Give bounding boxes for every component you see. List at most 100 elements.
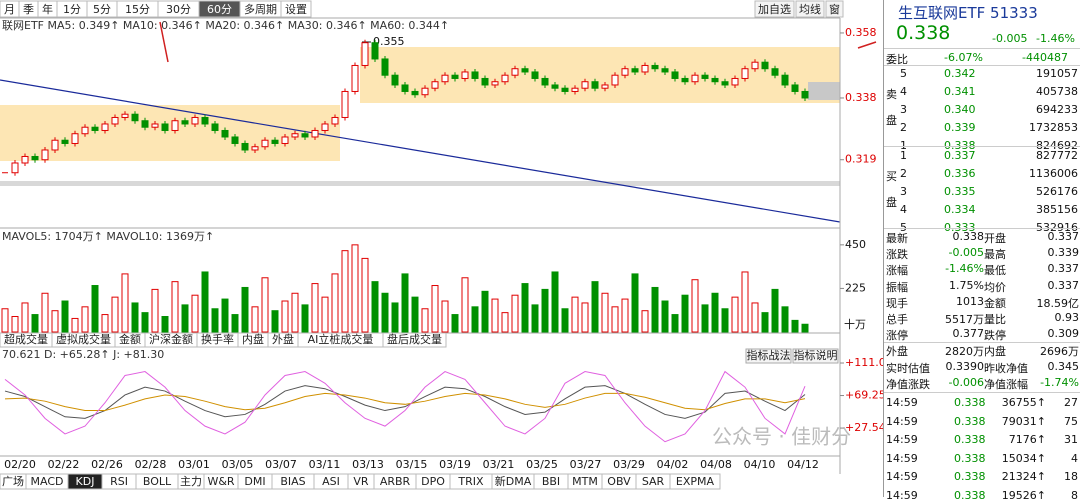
volume-bar: [241, 286, 249, 333]
stat-label: 金额: [984, 296, 1006, 310]
quote-panel: 生互联网ETF 51333 0.338 -0.005 -1.46% 委比 -6.07% -4…: [883, 0, 1080, 502]
candle: [91, 126, 99, 131]
book-price: 0.342: [944, 67, 976, 80]
book-level: 2: [900, 121, 907, 134]
volume-bar: [391, 302, 399, 333]
candle: [171, 120, 179, 131]
volume-bar: [651, 286, 659, 333]
indicator-tab-label: BBI: [542, 475, 560, 488]
tool-button[interactable]: [754, 0, 795, 18]
x-tick-label: 02/28: [135, 458, 167, 471]
volume-bar: [291, 292, 299, 333]
indicator-button[interactable]: [745, 348, 792, 364]
volume-bar: [11, 316, 19, 333]
book-volume: 405738: [1036, 85, 1078, 98]
book-side: 盘: [886, 114, 897, 127]
trade-price: 0.338: [954, 433, 986, 446]
indicator-tab[interactable]: [669, 473, 721, 490]
period-tab-label: 多周期: [244, 2, 277, 16]
stat-label: 昨收净值: [984, 361, 1028, 375]
book-price: 0.333: [944, 221, 976, 234]
x-tick-label: 02/26: [91, 458, 123, 471]
tool-label: 加自选: [758, 3, 791, 16]
candle: [741, 68, 749, 79]
indicator-tab-label: DMI: [244, 475, 265, 488]
candle: [231, 136, 239, 144]
book-volume: 1732853: [1029, 121, 1078, 134]
annotation-arrow: [857, 41, 877, 49]
candle: [101, 123, 109, 131]
volume-bar: [471, 306, 479, 333]
indicator-tab-label: OBV: [607, 475, 631, 488]
volume-bar: [531, 304, 539, 333]
indicator-tab-label: EXPMA: [676, 475, 715, 488]
stat-label: 最高: [984, 248, 1006, 262]
candle: [211, 123, 219, 131]
book-volume: 385156: [1036, 203, 1078, 216]
volume-bar: [151, 288, 159, 333]
stat-value: 0.337: [1047, 278, 1080, 292]
volume-bar: [281, 300, 289, 333]
volume-bar: [371, 281, 379, 333]
candle: [371, 42, 379, 60]
candle: [151, 123, 159, 128]
indicator-tab-label: 虚拟成交量: [56, 332, 111, 346]
separator: [884, 342, 1080, 344]
y-tick-label: +27.54: [845, 421, 883, 434]
indicator-tab-label: SAR: [642, 475, 665, 488]
volume-bar: [311, 283, 319, 333]
candle: [41, 149, 49, 161]
volume-bar: [361, 257, 369, 333]
volume-bar: [411, 296, 419, 333]
tool-button[interactable]: [795, 0, 825, 18]
book-price: 0.338: [944, 139, 976, 152]
indicator-button-label: 指标战法: [747, 348, 791, 362]
volume-bar: [441, 300, 449, 333]
ratio: -6.07%: [944, 51, 983, 64]
volume-bar: [801, 323, 809, 333]
tool-button[interactable]: [825, 0, 844, 18]
range-box: [0, 105, 340, 161]
volume-bar: [561, 308, 569, 333]
book-level: 1: [900, 149, 907, 162]
stat-value: 0.338: [952, 230, 985, 243]
indicator-tab-label: KDJ: [76, 475, 95, 488]
candle: [431, 81, 439, 89]
stat-label: 开盘: [984, 232, 1006, 245]
book-volume: 694233: [1036, 103, 1078, 116]
stat-label: 最低: [984, 264, 1006, 278]
x-tick-label: 02/20: [4, 458, 36, 471]
candle: [711, 77, 719, 83]
volume-unit: 十万: [844, 317, 866, 331]
indicator-button[interactable]: [792, 348, 839, 364]
candle: [31, 155, 39, 161]
candle: [51, 139, 59, 151]
band: [0, 181, 840, 186]
candle: [501, 74, 509, 83]
book-price: 0.334: [944, 203, 976, 216]
book-volume: 526176: [1036, 185, 1078, 198]
trade-price: 0.338: [954, 396, 986, 409]
period-tab-label: 5分: [93, 3, 111, 16]
candle: [591, 81, 599, 89]
trade-count: 18: [1064, 470, 1078, 483]
period-tab[interactable]: [280, 0, 312, 18]
stat-value: -0.006: [948, 375, 984, 389]
period-tab-label: 15分: [125, 3, 150, 16]
candle: [381, 58, 389, 76]
volume-bar: [521, 283, 529, 333]
candle: [721, 81, 729, 86]
indicator-tab[interactable]: [382, 332, 447, 348]
tool-label: 均线: [799, 2, 821, 16]
candle: [571, 87, 579, 92]
indicator-tab-label: 内盘: [242, 332, 264, 346]
last-price: 0.338: [896, 22, 951, 44]
volume-bar: [451, 314, 459, 333]
volume-bar: [701, 304, 709, 333]
candle: [761, 61, 769, 70]
book-level: 2: [900, 167, 907, 180]
book-volume: 824692: [1036, 139, 1078, 152]
candle: [641, 64, 649, 73]
volume-bar: [21, 302, 29, 333]
volume-bar: [91, 285, 99, 333]
